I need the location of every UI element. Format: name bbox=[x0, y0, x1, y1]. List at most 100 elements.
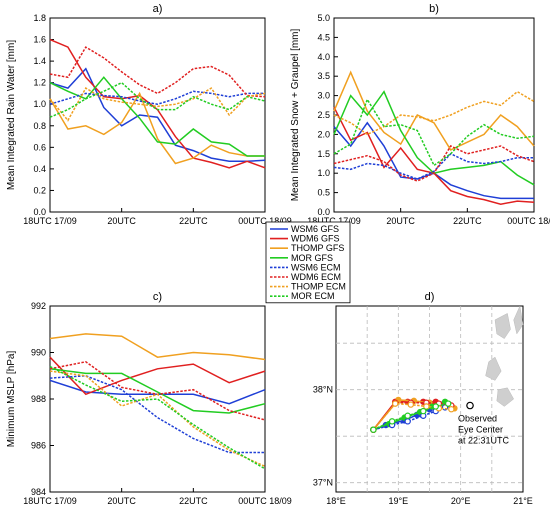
y-tick-label: 986 bbox=[31, 441, 46, 451]
y-tick-label: 3.5 bbox=[317, 71, 330, 81]
series-line-thomp-ecm bbox=[49, 370, 266, 468]
x-tick-label: 18UTC 17/09 bbox=[23, 496, 77, 506]
series-line-thomp-gfs bbox=[49, 91, 265, 165]
panel-letter: a) bbox=[153, 3, 163, 15]
legend-label: MOR ECM bbox=[291, 291, 335, 301]
x-tick-label: 20UTC bbox=[386, 216, 415, 226]
track-point bbox=[407, 401, 414, 408]
y-tick-label: 992 bbox=[31, 301, 46, 311]
panel-b: b) 0.0 0.5 1.0 1.5 2.0 2.5 3.0 3.5 4.0 4.5 5.0 18UTC… bbox=[290, 3, 550, 226]
series-line-wsm6-ecm bbox=[333, 152, 534, 180]
land-area bbox=[485, 356, 502, 381]
y-tick-label: 1.2 bbox=[33, 78, 46, 88]
y-tick-label: 988 bbox=[31, 394, 46, 404]
plot-frame bbox=[49, 17, 266, 213]
y-tick-label: 3.0 bbox=[317, 91, 330, 101]
panel-letter: c) bbox=[153, 291, 162, 303]
x-tick-label: 18UTC 17/09 bbox=[307, 216, 361, 226]
x-tick-label: 19°E bbox=[389, 496, 409, 506]
y-tick-label: 1.4 bbox=[33, 56, 46, 66]
x-tick-label: 00UTC 18/09 bbox=[238, 496, 292, 506]
y-axis-label: Mean Integrated Rain Water [mm] bbox=[6, 40, 17, 190]
x-tick-label: 20°E bbox=[451, 496, 471, 506]
track-point bbox=[388, 418, 396, 425]
series-line-mor-gfs bbox=[49, 368, 266, 414]
legend-label: WSM6 GFS bbox=[291, 224, 339, 234]
y-tick-label: 5.0 bbox=[317, 13, 330, 23]
series-line-wdm6-gfs bbox=[333, 106, 535, 205]
y-tick-label: 4.5 bbox=[317, 32, 330, 42]
y-tick-label: 2.0 bbox=[317, 129, 330, 139]
series-line-mor-ecm bbox=[333, 97, 535, 167]
y-tick-label: 1.0 bbox=[33, 99, 46, 109]
observed-center-label: Eye Center bbox=[458, 425, 503, 435]
x-tick-label: 00UTC 18/09 bbox=[238, 216, 292, 226]
track-point bbox=[445, 400, 452, 407]
x-tick-label: 21°E bbox=[513, 496, 533, 506]
y-tick-label: 990 bbox=[31, 348, 46, 358]
y-tick-label: 1.5 bbox=[317, 149, 330, 159]
y-tick-label: 0.0 bbox=[317, 207, 330, 217]
track-point bbox=[370, 426, 377, 433]
y-tick-label: 38°N bbox=[313, 385, 333, 395]
series-line-mor-ecm bbox=[49, 81, 266, 118]
legend-label: WDM6 ECM bbox=[291, 272, 341, 282]
series-line-wsm6-gfs bbox=[49, 67, 266, 163]
y-axis-label: Mean Integrated Snow + Graupel [mm] bbox=[290, 28, 301, 201]
series-line-thomp-gfs bbox=[49, 333, 266, 361]
observed-center-label: Observed bbox=[458, 414, 497, 424]
x-tick-label: 18UTC 17/09 bbox=[23, 216, 77, 226]
y-tick-label: 4.0 bbox=[317, 52, 330, 62]
x-tick-label: 22UTC bbox=[453, 216, 482, 226]
y-tick-label: 0.2 bbox=[33, 185, 46, 195]
panel-c: c) 984 986 988 990 992 18UTC 17/09 20UTC 22UTC 00… bbox=[6, 291, 292, 506]
legend-box bbox=[265, 221, 351, 304]
series-line-mor-ecm bbox=[49, 365, 266, 470]
y-tick-label: 0.8 bbox=[33, 121, 46, 131]
y-tick-label: 2.5 bbox=[317, 110, 330, 120]
series-line-wdm6-ecm bbox=[49, 46, 266, 98]
y-tick-label: 1.8 bbox=[33, 13, 46, 23]
y-axis-label: Minimum MSLP [hPa] bbox=[6, 351, 17, 448]
track-point bbox=[404, 412, 411, 419]
series-line-wdm6-ecm bbox=[333, 145, 535, 182]
series-line-wsm6-ecm bbox=[49, 375, 265, 454]
series-line-wsm6-ecm bbox=[49, 90, 265, 105]
track-line-thomp-ecm bbox=[372, 402, 452, 431]
series-line-thomp-gfs bbox=[333, 70, 535, 151]
x-tick-label: 20UTC bbox=[107, 216, 136, 226]
panel-a: a) 0.0 0.2 0.4 0.6 0.8 1.0 1.2 1.4 1.6 1.8 18UTC 17… bbox=[6, 3, 292, 226]
y-tick-label: 0.5 bbox=[317, 188, 330, 198]
land-area bbox=[496, 387, 515, 407]
x-tick-label: 22UTC bbox=[179, 216, 208, 226]
track-point bbox=[432, 403, 439, 410]
track-point bbox=[423, 403, 430, 410]
land-area bbox=[494, 313, 511, 339]
x-tick-label: 22UTC bbox=[179, 496, 208, 506]
track-point bbox=[404, 418, 411, 425]
legend-label: MOR GFS bbox=[291, 253, 333, 263]
track-point bbox=[448, 406, 455, 413]
y-tick-label: 0.0 bbox=[33, 207, 46, 217]
legend-label: WSM6 ECM bbox=[291, 262, 341, 272]
track-point bbox=[420, 407, 427, 415]
series-line-thomp-ecm bbox=[49, 87, 266, 122]
x-tick-label: 00UTC 18/09 bbox=[507, 216, 550, 226]
track-point bbox=[392, 400, 399, 407]
plot-frame bbox=[333, 17, 535, 213]
x-tick-label: 20UTC bbox=[107, 496, 136, 506]
y-tick-label: 1.0 bbox=[317, 168, 330, 178]
track-line-wsm6-ecm bbox=[373, 406, 446, 431]
observed-center-marker bbox=[466, 401, 474, 410]
legend-label: THOMP GFS bbox=[291, 243, 344, 253]
y-tick-label: 984 bbox=[31, 487, 46, 497]
observed-center-label: at 22:31UTC bbox=[458, 436, 510, 446]
legend-label: WDM6 GFS bbox=[291, 234, 340, 244]
series-line-thomp-ecm bbox=[333, 90, 535, 136]
legend-label: THOMP ECM bbox=[291, 282, 346, 292]
land-area bbox=[513, 305, 524, 335]
y-tick-label: 0.4 bbox=[33, 164, 46, 174]
